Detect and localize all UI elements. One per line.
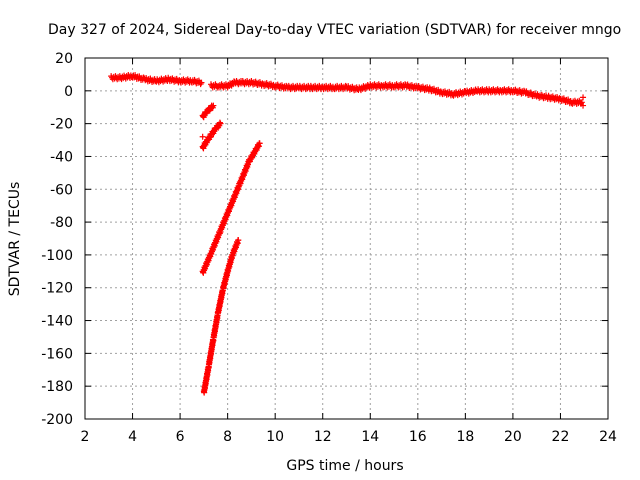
data-point [235, 237, 242, 244]
chart-title: Day 327 of 2024, Sidereal Day-to-day VTE… [48, 22, 621, 38]
grid-lines [85, 58, 608, 419]
y-tick-label: -180 [41, 379, 73, 395]
data-point [199, 133, 206, 140]
x-tick-label: 2 [81, 429, 90, 445]
x-tick-label: 4 [128, 429, 137, 445]
x-tick-label: 24 [599, 429, 617, 445]
data-point [580, 102, 587, 109]
data-point [210, 102, 217, 109]
y-tick-label: -40 [50, 149, 73, 165]
x-axis-label: GPS time / hours [286, 458, 403, 474]
y-tick-label: -20 [50, 117, 73, 133]
x-tick-label: 12 [314, 429, 332, 445]
data-point [256, 140, 263, 147]
y-tick-label: -120 [41, 281, 73, 297]
y-tick-label: -100 [41, 248, 73, 264]
y-tick-label: -140 [41, 314, 73, 330]
y-tick-label: 20 [55, 51, 73, 67]
x-tick-label: 16 [409, 429, 427, 445]
x-tick-label: 14 [361, 429, 379, 445]
plot-frame [84, 57, 609, 420]
x-tick-label: 8 [223, 429, 232, 445]
y-tick-label: -60 [50, 182, 73, 198]
data-point [198, 79, 205, 86]
y-tick-label: -160 [41, 346, 73, 362]
x-tick-label: 18 [456, 429, 474, 445]
x-tick-label: 6 [176, 429, 185, 445]
data-point [217, 120, 224, 127]
x-tick-label: 10 [266, 429, 284, 445]
y-tick-label: -80 [50, 215, 73, 231]
data-point [578, 99, 585, 106]
axes: 2 4 6 8 10 12 14 16 18 20 22 24200-20-40-60-80-100-… [41, 51, 617, 445]
y-axis-label: SDTVAR / TECUs [7, 182, 23, 297]
x-tick-label: 20 [504, 429, 522, 445]
data-series-sdtvar [108, 72, 587, 396]
data-point [580, 94, 587, 101]
y-tick-label: -200 [41, 412, 73, 428]
x-tick-label: 22 [552, 429, 570, 445]
y-tick-label: 0 [64, 84, 73, 100]
